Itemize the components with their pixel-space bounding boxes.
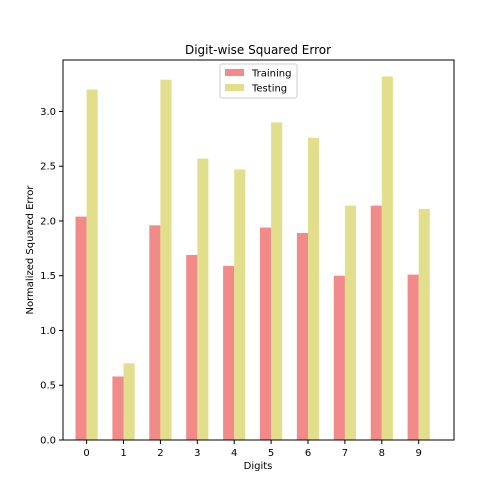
bar-testing-9 xyxy=(418,208,430,440)
x-tick-label: 0 xyxy=(83,448,89,459)
bar-testing-4 xyxy=(234,169,246,440)
x-tick-label: 8 xyxy=(379,448,385,459)
y-tick-label: 2.5 xyxy=(40,162,56,173)
y-tick-label: 1.0 xyxy=(40,326,56,337)
x-tick-label: 9 xyxy=(416,448,422,459)
y-tick-label: 1.5 xyxy=(40,271,56,282)
y-tick-label: 0.5 xyxy=(40,381,56,392)
bar-training-6 xyxy=(296,233,308,440)
legend-swatch-testing xyxy=(225,84,244,91)
x-tick-label: 2 xyxy=(157,448,163,459)
bar-training-2 xyxy=(149,225,161,440)
y-axis-title: Normalized Squared Error xyxy=(25,185,36,315)
x-tick-label: 1 xyxy=(120,448,126,459)
bar-testing-5 xyxy=(271,122,283,441)
bar-training-1 xyxy=(112,376,124,440)
bar-training-0 xyxy=(75,216,87,440)
x-tick-label: 7 xyxy=(342,448,348,459)
y-tick-label: 0.0 xyxy=(40,436,56,447)
x-tick-label: 3 xyxy=(194,448,200,459)
bar-testing-2 xyxy=(160,79,172,441)
bar-testing-8 xyxy=(381,76,393,441)
legend-label-training: Training xyxy=(251,69,291,80)
y-tick-label: 2.0 xyxy=(40,216,56,227)
legend: Training Testing xyxy=(219,63,298,99)
x-tick-label: 6 xyxy=(305,448,311,459)
bar-testing-6 xyxy=(308,137,320,440)
plot-frame xyxy=(62,59,455,441)
bar-training-7 xyxy=(333,275,345,440)
y-tick-label: 3.0 xyxy=(40,107,56,118)
bars-layer xyxy=(75,76,430,441)
x-tick-label: 4 xyxy=(231,448,237,459)
bar-training-8 xyxy=(370,205,382,440)
bar-testing-3 xyxy=(197,158,209,440)
bar-training-5 xyxy=(260,227,272,440)
x-tick-label: 5 xyxy=(268,448,274,459)
legend-swatch-training xyxy=(225,69,244,76)
legend-label-testing: Testing xyxy=(251,84,287,95)
chart-title: Digit-wise Squared Error xyxy=(185,43,331,57)
x-axis: 0 1 2 3 4 5 6 7 8 9 xyxy=(83,440,422,459)
bar-training-3 xyxy=(186,254,198,440)
bar-testing-7 xyxy=(344,205,356,440)
bar-testing-0 xyxy=(86,89,98,440)
x-axis-title: Digits xyxy=(244,461,273,472)
bar-training-4 xyxy=(223,265,235,440)
y-axis: 0.0 0.5 1.0 1.5 2.0 2.5 3.0 xyxy=(40,107,63,447)
bar-training-9 xyxy=(407,274,419,440)
bar-testing-1 xyxy=(123,363,135,440)
